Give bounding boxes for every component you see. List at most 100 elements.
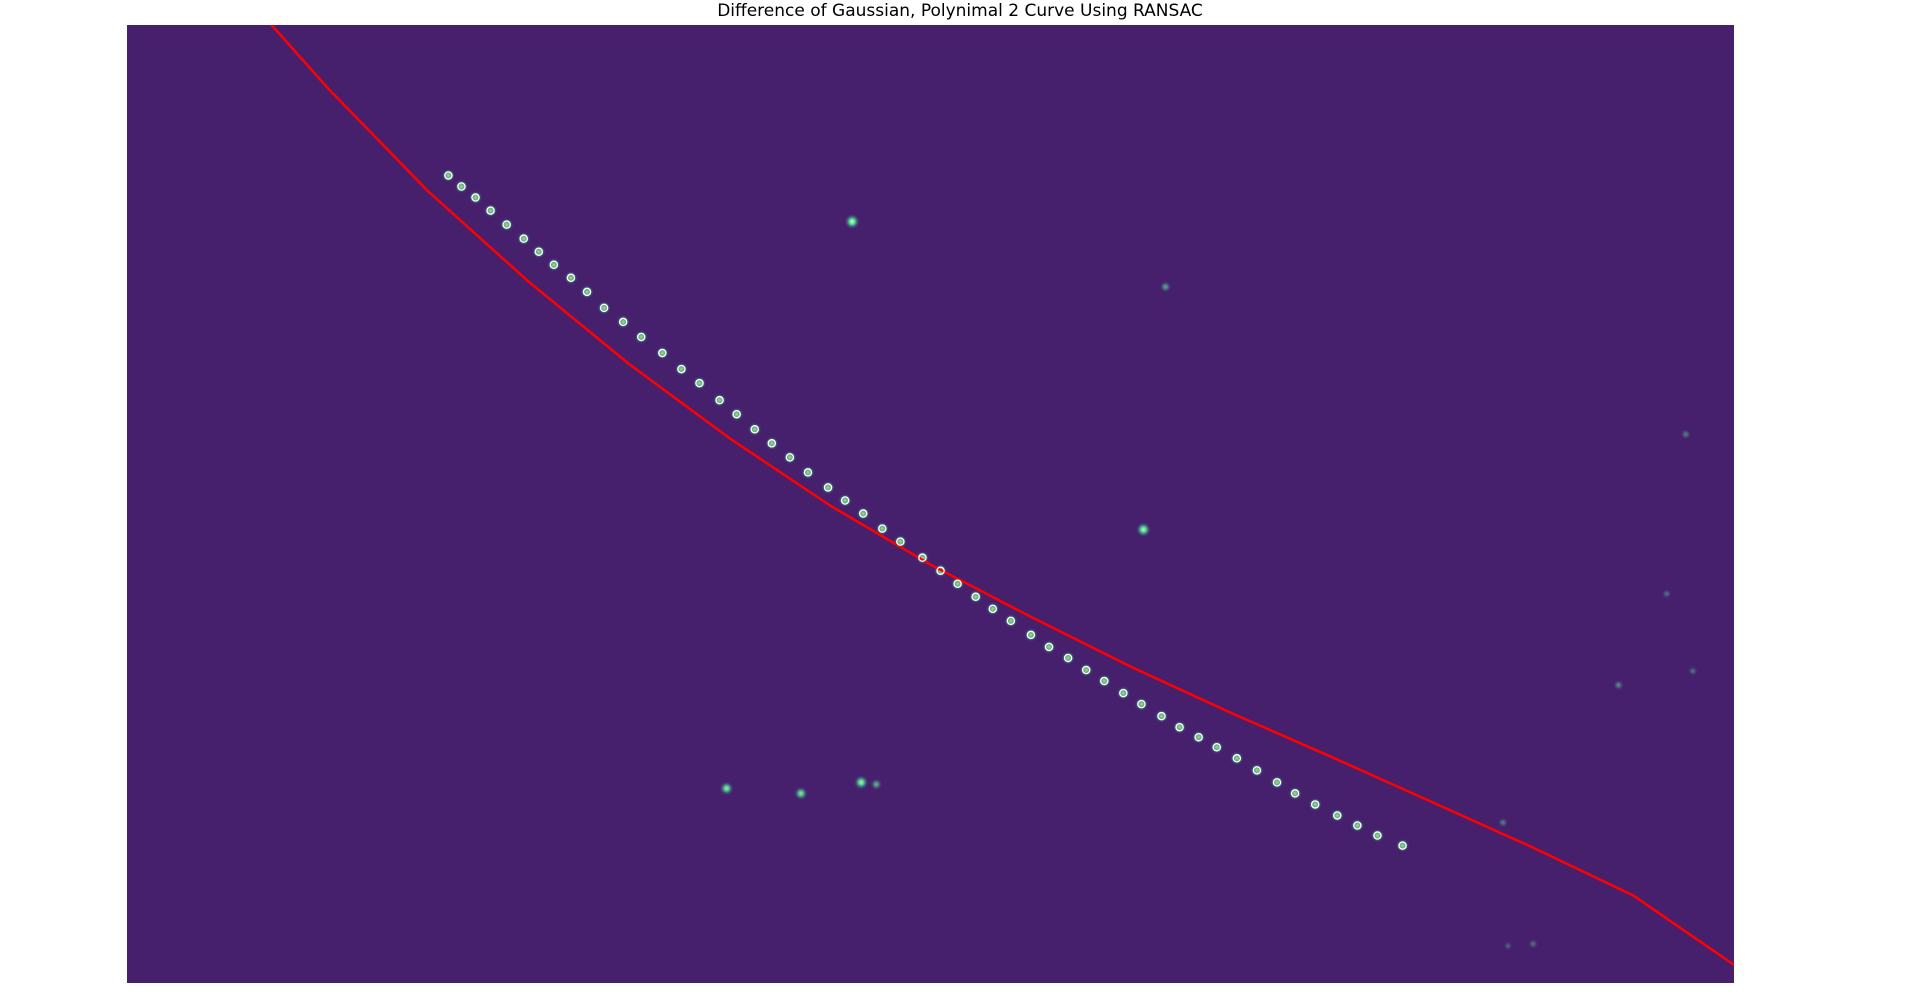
inlier-point bbox=[953, 579, 962, 588]
bead-glow bbox=[563, 270, 578, 285]
bright-spot bbox=[1135, 521, 1152, 538]
inlier-point bbox=[695, 378, 704, 388]
inlier-point bbox=[1157, 711, 1166, 721]
inlier-point bbox=[1194, 732, 1203, 742]
bead-glow bbox=[1061, 650, 1076, 665]
bead-glow bbox=[821, 480, 836, 495]
inlier-point bbox=[618, 317, 628, 327]
inlier-point bbox=[767, 439, 777, 448]
bead-glow bbox=[674, 362, 689, 377]
image-background bbox=[127, 25, 1734, 983]
bead-glow bbox=[1154, 709, 1169, 724]
inlier-point bbox=[599, 303, 609, 313]
bead-glow bbox=[1270, 775, 1285, 790]
bright-spot bbox=[870, 778, 883, 791]
inlier-point bbox=[1232, 754, 1242, 763]
inlier-point bbox=[677, 364, 686, 374]
inlier-point bbox=[1310, 800, 1320, 809]
bead-glow bbox=[1116, 686, 1131, 701]
inlier-point bbox=[1353, 821, 1362, 830]
inlier-point bbox=[457, 182, 466, 191]
inlier-point bbox=[823, 483, 833, 492]
bead-glow bbox=[580, 284, 595, 299]
bead-glow bbox=[1209, 740, 1224, 755]
bead-glow bbox=[1042, 639, 1057, 654]
inlier-point bbox=[519, 234, 528, 243]
bright-spot bbox=[1661, 588, 1672, 599]
bead-glow bbox=[454, 179, 469, 194]
bead-glow bbox=[747, 422, 762, 437]
bright-spot bbox=[844, 213, 861, 230]
chart-title: Difference of Gaussian, Polynimal 2 Curv… bbox=[717, 1, 1203, 21]
inlier-point bbox=[658, 348, 667, 358]
bead-glow bbox=[1079, 663, 1094, 678]
inlier-point bbox=[1373, 831, 1382, 840]
bead-glow bbox=[838, 493, 853, 508]
bead-glow bbox=[1003, 613, 1018, 628]
inlier-point bbox=[1006, 616, 1016, 626]
inlier-point bbox=[444, 171, 453, 180]
inlier-point bbox=[936, 566, 945, 575]
bead-glow bbox=[1370, 828, 1385, 843]
bead-glow bbox=[856, 506, 871, 521]
inlier-point bbox=[988, 604, 998, 614]
inlier-point bbox=[636, 332, 646, 342]
bead-glow bbox=[499, 217, 514, 232]
bright-spot bbox=[1503, 940, 1514, 951]
bead-glow bbox=[1330, 808, 1345, 823]
inlier-point bbox=[1333, 811, 1342, 820]
bright-spot bbox=[1687, 665, 1699, 677]
inlier-point bbox=[715, 395, 724, 405]
inlier-point bbox=[1272, 778, 1282, 787]
bead-glow bbox=[468, 190, 483, 205]
bead-glow bbox=[712, 393, 727, 408]
bead-glow bbox=[800, 465, 815, 480]
inlier-point bbox=[896, 537, 905, 546]
inlier-point bbox=[566, 273, 576, 283]
inlier-point bbox=[858, 509, 868, 518]
bead-glow bbox=[1350, 818, 1365, 833]
inlier-point bbox=[1398, 841, 1407, 850]
bead-glow bbox=[1229, 751, 1244, 766]
bright-spot bbox=[853, 774, 869, 790]
bead-glow bbox=[634, 329, 649, 344]
inlier-point bbox=[971, 592, 980, 602]
inlier-point bbox=[471, 193, 480, 202]
bead-glow bbox=[616, 314, 631, 329]
inlier-point bbox=[534, 247, 544, 256]
bright-spot bbox=[793, 786, 809, 801]
inlier-point bbox=[1063, 653, 1073, 663]
bead-glow bbox=[692, 376, 707, 391]
inlier-point bbox=[878, 524, 887, 533]
inlier-point bbox=[732, 409, 741, 419]
bright-spot bbox=[1527, 938, 1539, 950]
inlier-point bbox=[1175, 722, 1184, 732]
bright-spot bbox=[1159, 280, 1172, 293]
inlier-point bbox=[785, 453, 795, 462]
bead-glow bbox=[1308, 797, 1323, 812]
fit-curve-line bbox=[270, 25, 1734, 967]
bead-glow bbox=[1249, 763, 1264, 778]
inlier-point bbox=[549, 260, 559, 270]
bead-glow bbox=[441, 168, 456, 183]
bead-glow bbox=[1172, 720, 1187, 735]
inlier-point bbox=[1212, 743, 1221, 752]
inlier-point bbox=[1100, 676, 1109, 686]
inlier-point bbox=[803, 468, 813, 477]
bright-spot bbox=[1612, 679, 1625, 691]
bead-glow bbox=[764, 436, 779, 451]
bead-glow bbox=[875, 521, 890, 536]
inlier-point bbox=[918, 553, 927, 562]
bead-glow bbox=[985, 601, 1000, 616]
inlier-point bbox=[750, 425, 759, 434]
bead-glow bbox=[597, 300, 612, 315]
inlier-point bbox=[502, 220, 511, 229]
bead-glow bbox=[1191, 730, 1206, 745]
bead-glow bbox=[531, 244, 546, 259]
inlier-point bbox=[1119, 688, 1128, 698]
inlier-point bbox=[582, 287, 592, 297]
bead-glow bbox=[729, 407, 744, 422]
bright-spot bbox=[719, 780, 735, 796]
bead-glow bbox=[968, 589, 983, 604]
